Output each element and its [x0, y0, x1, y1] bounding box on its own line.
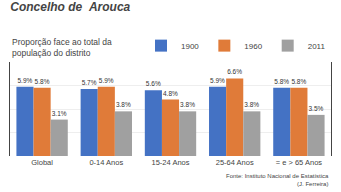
svg-text:1900: 1900 — [181, 42, 199, 51]
svg-text:Concelho de Arouca: Concelho de Arouca — [10, 0, 130, 14]
svg-text:5.8%: 5.8% — [291, 78, 306, 85]
svg-text:3.1%: 3.1% — [52, 110, 67, 117]
svg-text:5.6%: 5.6% — [146, 80, 161, 87]
svg-text:= e > 65 Anos: = e > 65 Anos — [276, 158, 323, 167]
svg-text:Proporção face ao total dapopu: Proporção face ao total dapopulação do d… — [12, 37, 112, 58]
svg-text:0-14 Anos: 0-14 Anos — [89, 158, 123, 167]
svg-text:5.9%: 5.9% — [17, 77, 32, 84]
svg-text:5.9%: 5.9% — [210, 77, 225, 84]
svg-text:3.8%: 3.8% — [180, 101, 195, 108]
svg-text:5.7%: 5.7% — [82, 79, 97, 86]
svg-text:3.5%: 3.5% — [309, 105, 324, 112]
svg-text:5.8%: 5.8% — [35, 78, 50, 85]
svg-text:6.6%: 6.6% — [227, 68, 242, 75]
svg-text:2011: 2011 — [308, 42, 326, 51]
svg-text:5.8%: 5.8% — [274, 78, 289, 85]
svg-text:5.9%: 5.9% — [99, 77, 114, 84]
svg-text:Fonte: Instituto Nacional de E: Fonte: Instituto Nacional de Estatística… — [226, 173, 329, 187]
svg-text:15-24 Anos: 15-24 Anos — [152, 158, 190, 167]
svg-text:25-64 Anos: 25-64 Anos — [216, 158, 254, 167]
svg-text:3.8%: 3.8% — [244, 101, 259, 108]
svg-text:4.8%: 4.8% — [163, 90, 178, 97]
svg-text:1960: 1960 — [244, 42, 262, 51]
svg-text:3.8%: 3.8% — [116, 101, 131, 108]
svg-text:Global: Global — [31, 158, 53, 167]
